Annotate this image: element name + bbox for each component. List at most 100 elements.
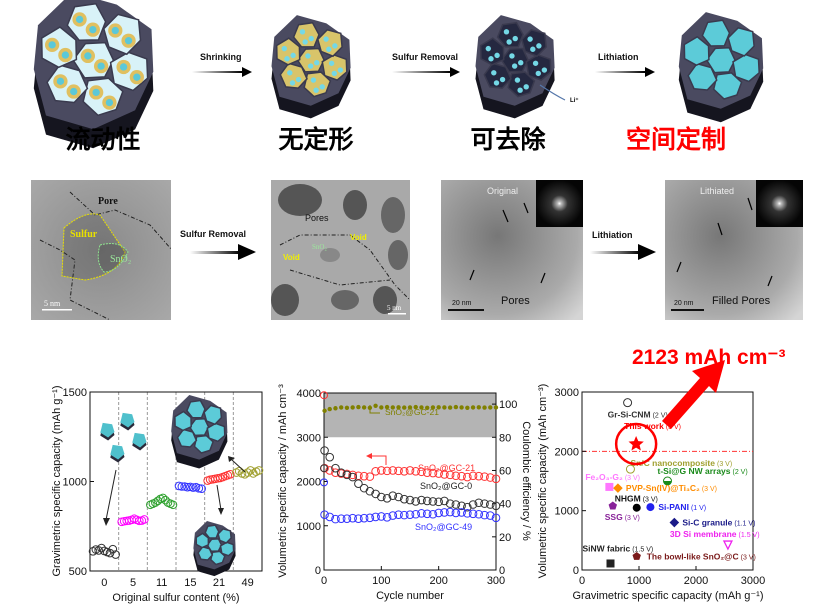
data-point <box>463 502 472 512</box>
sno2-particle <box>331 70 337 77</box>
pores-label: Pores <box>305 213 329 223</box>
y-tick-label: 3000 <box>297 432 321 444</box>
point-label: Gr-Si-CNM (2 V) <box>608 410 668 420</box>
panel-caption: Filled Pores <box>712 295 771 307</box>
data-point <box>399 467 409 476</box>
y-tick-label: 0 <box>315 565 321 577</box>
sno2-particle <box>323 36 329 42</box>
tem-arrow-sulfur-removal: Sulfur Removal <box>180 229 256 260</box>
y-axis-label: Volumetric specific capacity (mAh cm⁻³) <box>537 384 549 579</box>
data-point <box>434 497 443 507</box>
point-voltage: (3 V) <box>717 461 732 468</box>
y-right-tick-label: 20 <box>499 532 511 544</box>
data-point <box>331 514 340 524</box>
x-tick-label: 0 <box>579 575 585 587</box>
data-point <box>243 468 252 477</box>
point-name: Si-PANI <box>658 502 689 512</box>
data-point <box>388 491 398 500</box>
pore-cell <box>732 53 760 83</box>
point-voltage: (3 V) <box>625 475 640 482</box>
ce-point <box>333 406 338 411</box>
y-axis-label: Gravimetric specific capacity (mAh g⁻¹) <box>51 385 63 576</box>
fft-inset <box>536 180 583 227</box>
sno2-particle <box>494 52 500 59</box>
point-voltage: (2 V) <box>733 469 748 476</box>
data-point <box>428 509 438 519</box>
x-tick-label: 21 <box>213 577 225 589</box>
data-point <box>359 483 369 493</box>
series-label: SnO₂@GC-0 <box>420 481 472 491</box>
pore-cell <box>275 37 301 66</box>
point-voltage: (1.1 V) <box>734 521 755 528</box>
inset-small-particle <box>193 521 236 577</box>
data-point <box>434 508 443 518</box>
arrow-head <box>103 518 110 526</box>
data-point <box>613 483 623 493</box>
highlight-circle <box>614 422 658 466</box>
data-point <box>468 471 478 481</box>
sno2-label: SnO₂ <box>312 243 327 251</box>
data-point <box>422 468 432 477</box>
data-point <box>480 510 489 520</box>
pore-cell <box>195 532 210 549</box>
sno2-particle <box>503 29 510 35</box>
y-tick-label: 1000 <box>63 477 87 489</box>
step-label: Lithiation <box>598 52 639 62</box>
sno2-particle <box>97 62 105 70</box>
sno2-particle <box>488 56 494 62</box>
x-tick-label: 300 <box>487 575 505 587</box>
sno2-particle <box>517 87 523 93</box>
data-point <box>417 495 426 505</box>
scale-bar-label: 5 nm <box>387 304 402 312</box>
y-right-axis-label: Coulombic efficiency / % <box>520 421 532 541</box>
data-point <box>451 471 461 481</box>
step-label: Sulfur Removal <box>392 52 458 62</box>
ce-point <box>488 405 493 410</box>
series-pointer <box>370 455 387 465</box>
point-name: t-Si@G NW arrays <box>658 466 731 476</box>
data-point <box>457 471 466 481</box>
data-point <box>394 466 403 476</box>
sno2-particle <box>506 39 512 45</box>
point-voltage: (1 V) <box>691 505 706 512</box>
scale-bar-label: 20 nm <box>674 300 694 307</box>
data-point <box>354 479 363 489</box>
y-axis-label: Volumetric specific capacity / mAh cm⁻³ <box>277 384 289 578</box>
sno2-particle <box>326 46 332 52</box>
sno2-particle <box>307 63 314 69</box>
data-point <box>457 501 466 511</box>
data-point <box>174 481 184 491</box>
data-point <box>428 468 438 478</box>
data-point <box>491 513 501 523</box>
ce-point <box>396 405 401 410</box>
sno2-particle <box>290 52 296 59</box>
data-point <box>417 467 426 477</box>
sno2-particle <box>512 35 518 42</box>
data-point <box>628 436 644 451</box>
point-label: 3D Si membrane (1.5 V) <box>670 529 760 539</box>
data-point <box>359 471 369 481</box>
point-voltage: (1.5 V) <box>739 532 760 539</box>
first-cycle-point <box>320 464 328 473</box>
point-name: The bowl-like SnO₂@C <box>647 551 739 561</box>
y-tick-label: 4000 <box>297 388 321 400</box>
ce-point <box>344 405 350 410</box>
pore-cell <box>701 19 731 47</box>
ce-point <box>322 408 327 413</box>
data-point <box>485 511 495 520</box>
data-point <box>480 499 489 508</box>
arrow-label: Lithiation <box>592 230 633 240</box>
point-voltage: (3 V) <box>625 515 640 522</box>
sno2-particle <box>61 51 70 59</box>
ce-point <box>384 404 390 410</box>
point-label: t-Si@G NW arrays (2 V) <box>658 466 748 476</box>
data-point <box>365 486 375 496</box>
point-label: Si-PANI (1 V) <box>658 502 706 512</box>
ce-point <box>459 405 464 410</box>
scale-bar-label: 5 nm <box>44 299 61 308</box>
y-tick-label: 0 <box>573 565 579 577</box>
y-right-tick-label: 0 <box>499 565 505 577</box>
inset-large-particle <box>171 395 228 469</box>
